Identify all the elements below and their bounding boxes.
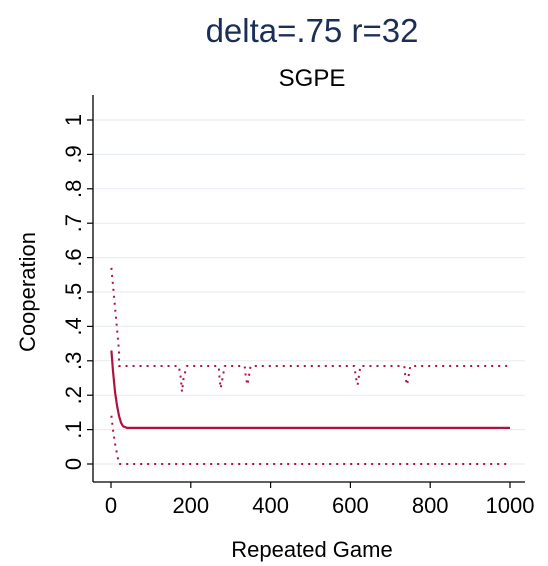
series-line-1 <box>110 350 510 429</box>
x-tick-label-1: 200 <box>172 493 209 518</box>
y-tick-label-6: .6 <box>61 248 86 266</box>
y-tick-label-0: 0 <box>61 458 86 470</box>
y-tick-label-9: .9 <box>61 145 86 163</box>
y-tick-label-2: .2 <box>61 386 86 404</box>
tick-marks-and-labels: 0 .1 .2 .3 .4 .5 .6 .7 .8 .9 1 0 200 400 600 800 1000 <box>61 114 534 518</box>
y-tick-label-5: .5 <box>61 283 86 301</box>
y-tick-label-8: .8 <box>61 180 86 198</box>
grid-lines <box>93 119 525 465</box>
y-tick-label-4: .4 <box>61 317 86 335</box>
y-axis-label: Cooperation <box>15 232 40 352</box>
chart-title: delta=.75 r=32 <box>206 12 419 49</box>
x-tick-label-4: 800 <box>412 493 449 518</box>
series-lines <box>110 267 510 465</box>
x-tick-label-5: 1000 <box>486 493 535 518</box>
x-axis-label: Repeated Game <box>231 537 392 562</box>
x-tick-label-3: 600 <box>332 493 369 518</box>
y-tick-label-7: .7 <box>61 214 86 232</box>
chart-subtitle: SGPE <box>279 65 346 92</box>
y-tick-label-3: .3 <box>61 352 86 370</box>
y-tick-label-10: 1 <box>61 114 86 126</box>
x-tick-label-0: 0 <box>105 493 117 518</box>
series-line-2 <box>110 267 510 393</box>
series-line-3 <box>110 415 510 465</box>
y-tick-label-1: .1 <box>61 420 86 438</box>
axes <box>92 95 525 483</box>
x-tick-label-2: 400 <box>252 493 289 518</box>
